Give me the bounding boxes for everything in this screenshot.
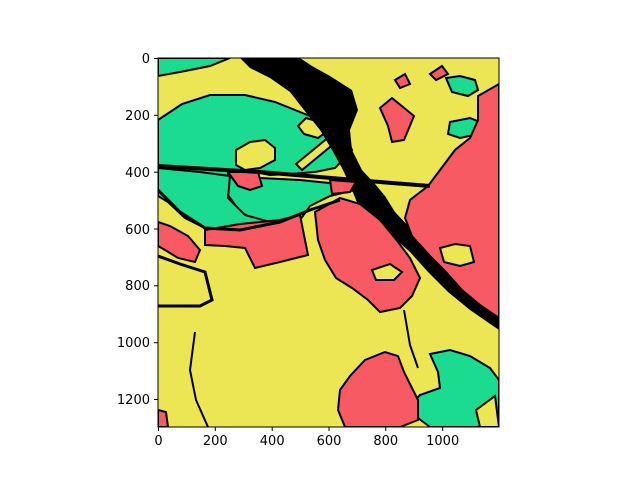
region-green-topleft — [158, 58, 231, 78]
region-yellow-bottom-inset — [474, 394, 499, 427]
region-green-bottom — [408, 348, 499, 427]
region-red-bottom — [336, 350, 419, 427]
region-red-tiny2 — [428, 64, 450, 82]
x-tick-label: 1000 — [426, 434, 459, 449]
region-yellow-right1 — [438, 242, 476, 268]
region-red-small-top — [378, 96, 416, 144]
region-yellow-in-red — [370, 262, 404, 281]
region-yellow-inner — [235, 138, 276, 172]
line-horizontal-road — [158, 164, 431, 188]
segmentation-map — [158, 58, 499, 427]
y-tick-label: 800 — [125, 279, 150, 294]
y-axis: 0 200 400 600 800 1000 1200 — [117, 52, 158, 408]
region-red-right — [403, 82, 499, 320]
x-tick-label: 800 — [373, 434, 398, 449]
region-green-topright — [444, 74, 480, 98]
region-red-farleft — [158, 220, 202, 264]
y-tick-label: 400 — [125, 166, 150, 181]
x-tick-label: 400 — [260, 434, 285, 449]
x-tick-label: 200 — [203, 434, 228, 449]
region-black-river — [240, 58, 499, 330]
y-tick-label: 600 — [125, 223, 150, 238]
line-right-low — [403, 309, 419, 369]
line-curve-left — [158, 188, 341, 232]
line-lower-left — [158, 254, 214, 308]
y-tick-label: 1000 — [117, 336, 150, 351]
y-tick-label: 0 — [142, 52, 150, 67]
y-tick-label: 1200 — [117, 393, 150, 408]
region-red-tiny1 — [393, 72, 412, 90]
region-red-bottomleft — [158, 408, 170, 427]
y-tick-label: 200 — [125, 109, 150, 124]
line-vertical-low — [188, 331, 209, 427]
region-red-mid — [313, 196, 422, 314]
x-tick-label: 600 — [317, 434, 342, 449]
x-axis: 0 200 400 600 800 1000 — [154, 427, 459, 449]
x-tick-label: 0 — [154, 434, 162, 449]
